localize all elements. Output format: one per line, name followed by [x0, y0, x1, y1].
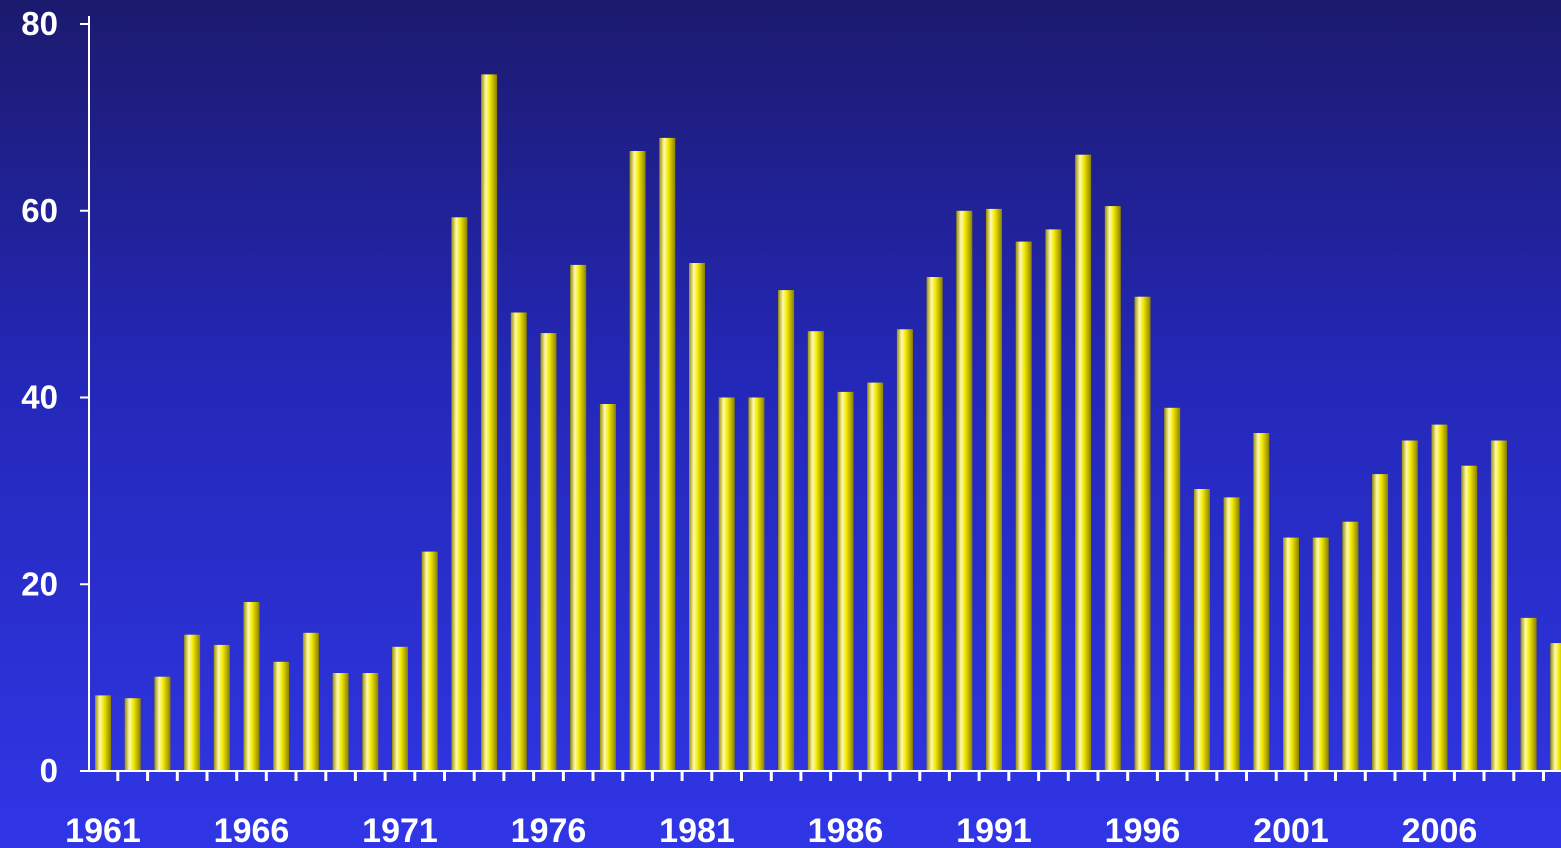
bar-1974 [481, 74, 498, 771]
bar-1972 [421, 551, 438, 771]
bar-1986 [837, 391, 854, 771]
bar-1966 [243, 602, 260, 771]
bar-1967 [273, 661, 290, 771]
bar-1975 [510, 312, 527, 771]
x-tick-label-1971: 1971 [362, 812, 438, 848]
bar-1981 [689, 263, 705, 771]
bar-1979 [629, 151, 646, 771]
bar-1961 [95, 695, 111, 771]
bar-1973 [451, 217, 468, 772]
x-tick-label-1986: 1986 [808, 812, 884, 848]
bar-1989 [926, 277, 943, 771]
bar-1983 [748, 397, 765, 771]
bar-1980 [659, 137, 676, 771]
x-axis-tick-labels: 1961 1966 1971 1976 1981 1986 1991 1996 2001 2006 [65, 812, 1477, 848]
bar-1999 [1223, 497, 1240, 771]
bar-1965 [213, 644, 230, 771]
x-tick-label-2001: 2001 [1253, 812, 1329, 848]
x-tick-label-1961: 1961 [65, 812, 141, 848]
y-tick-label-40: 40 [21, 379, 58, 416]
bar-1968 [302, 632, 319, 771]
bar-1988 [896, 329, 913, 771]
x-tick-label-1981: 1981 [659, 812, 735, 848]
bar-1995 [1104, 206, 1121, 772]
y-tick-label-0: 0 [40, 752, 58, 789]
bar-2002 [1312, 537, 1329, 771]
bar-1987 [867, 382, 884, 771]
bar-1978 [599, 404, 616, 771]
bar-series [95, 74, 1561, 772]
bar-1990 [956, 210, 973, 772]
bar-2001 [1283, 537, 1299, 771]
bar-1964 [184, 634, 201, 771]
bar-2009 [1520, 617, 1537, 771]
bar-1992 [1015, 241, 1032, 772]
bar-2005 [1401, 440, 1418, 771]
bar-1985 [807, 331, 824, 771]
bar-1998 [1193, 489, 1210, 771]
x-tick-label-1976: 1976 [511, 812, 587, 848]
bar-1997 [1164, 407, 1181, 771]
bar-1984 [778, 290, 795, 771]
bar-1970 [362, 673, 379, 771]
bar-1996 [1134, 296, 1151, 771]
bar-1962 [124, 698, 141, 771]
bar-2000 [1253, 433, 1270, 771]
bar-1977 [570, 264, 587, 771]
bar-2007 [1461, 465, 1478, 771]
bar-1963 [154, 676, 171, 771]
y-tick-label-60: 60 [21, 192, 58, 229]
axes [80, 16, 1561, 781]
y-tick-label-80: 80 [21, 5, 58, 42]
bar-1982 [718, 397, 735, 771]
bar-1991 [986, 208, 1002, 771]
bar-2006 [1431, 424, 1448, 771]
bar-1971 [392, 646, 408, 771]
y-axis-tick-labels: 0 20 40 60 80 [21, 5, 58, 789]
bar-1994 [1075, 154, 1092, 771]
x-tick-label-2006: 2006 [1402, 812, 1478, 848]
bar-2008 [1490, 440, 1507, 771]
bar-1976 [540, 333, 557, 771]
y-tick-label-20: 20 [21, 565, 58, 602]
bar-2004 [1372, 474, 1389, 771]
bar-2003 [1342, 521, 1359, 771]
bar-2010 [1550, 643, 1561, 771]
x-tick-label-1991: 1991 [956, 812, 1032, 848]
x-tick-label-1966: 1966 [214, 812, 290, 848]
bar-1993 [1045, 229, 1062, 771]
x-tick-label-1996: 1996 [1105, 812, 1181, 848]
bar-1969 [332, 673, 349, 771]
